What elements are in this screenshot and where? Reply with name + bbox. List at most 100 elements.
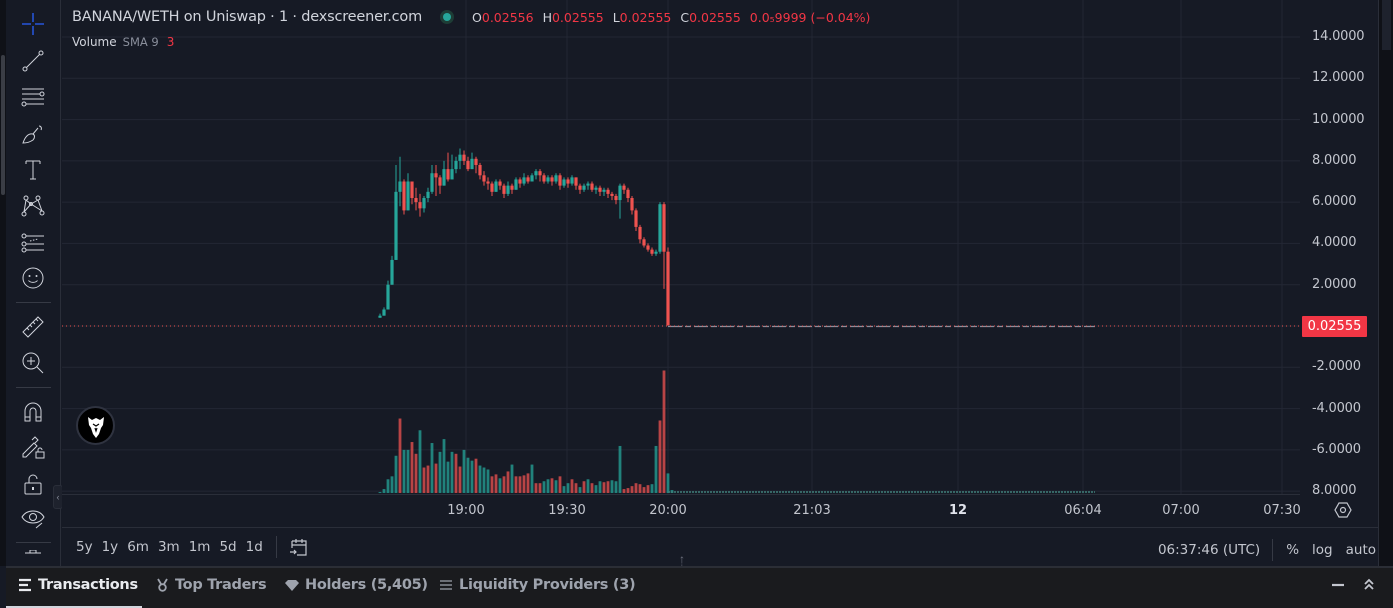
price-chart[interactable] xyxy=(62,0,1300,494)
candlestick-plot[interactable] xyxy=(62,0,1300,494)
chart-settings-button[interactable] xyxy=(1333,500,1353,520)
time-axis-label: 21:03 xyxy=(793,503,831,518)
trash-icon xyxy=(25,550,41,554)
zoom-in-tool[interactable] xyxy=(18,348,48,378)
price-axis-label: -6.0000 xyxy=(1312,441,1361,457)
tab-label: Transactions xyxy=(38,577,138,593)
tab-label: Holders (5,405) xyxy=(305,577,428,593)
diamond-icon xyxy=(285,580,299,591)
eagle-icon xyxy=(87,416,104,438)
brush-tool[interactable] xyxy=(18,119,48,149)
emoji-tool[interactable] xyxy=(18,263,48,293)
time-axis[interactable]: 19:00 19:30 20:00 21:03 12 06:04 07:00 07:30 xyxy=(62,494,1301,526)
price-axis-label: 2.0000 xyxy=(1312,276,1357,292)
market-status-dot-icon xyxy=(440,10,455,24)
divider xyxy=(1272,539,1274,561)
chart-legend: BANANA/WETH on Uniswap · 1 · dexscreener… xyxy=(72,9,870,25)
time-range-selector: 5y 1y 6m 3m 1m 5d 1d xyxy=(76,539,263,555)
price-axis-label: 8.0000 xyxy=(1312,483,1357,499)
hide-drawings-tool[interactable] xyxy=(18,503,48,533)
go-to-date-button[interactable] xyxy=(288,536,310,558)
price-axis-label: 12.0000 xyxy=(1312,70,1365,86)
pattern-icon xyxy=(21,195,45,217)
fib-retracement-tool[interactable] xyxy=(18,82,48,112)
lock-drawing-tool[interactable] xyxy=(18,433,48,463)
price-axis-label: -4.0000 xyxy=(1312,400,1361,416)
minus-icon xyxy=(1332,583,1344,587)
text-tool[interactable] xyxy=(18,155,48,185)
double-chevron-up-icon xyxy=(1364,578,1374,590)
gear-icon xyxy=(1334,502,1352,518)
change-value: 0.0₅9999 (−0.04%) xyxy=(749,9,871,25)
time-axis-label: 06:04 xyxy=(1064,503,1102,518)
high-value: H0.02555 xyxy=(542,9,604,25)
brush-icon xyxy=(22,125,42,144)
minimize-panel-button[interactable] xyxy=(1331,577,1345,591)
range-3m[interactable]: 3m xyxy=(157,539,180,555)
token-logo[interactable] xyxy=(76,406,115,445)
unlock-icon xyxy=(24,474,42,495)
eye-icon xyxy=(21,510,45,529)
price-axis-label: 8.0000 xyxy=(1312,152,1357,168)
time-axis-label: 20:00 xyxy=(649,503,687,518)
price-axis[interactable]: 0.02555 14.0000 12.0000 10.0000 8.0000 6.000… xyxy=(1300,0,1378,498)
drawing-toolbar xyxy=(6,0,61,566)
crosshair-tool[interactable] xyxy=(18,9,48,39)
volume-sma-label: SMA 9 xyxy=(122,35,159,49)
price-axis-label: 4.0000 xyxy=(1312,235,1357,251)
volume-label: Volume xyxy=(72,35,117,49)
time-axis-label: 12 xyxy=(948,503,968,518)
trend-line-icon xyxy=(22,50,44,72)
log-scale-toggle[interactable]: log xyxy=(1312,542,1333,558)
time-axis-label: 07:00 xyxy=(1162,503,1200,518)
range-5y[interactable]: 5y xyxy=(76,539,93,555)
text-icon xyxy=(25,160,41,180)
scrollbar-thumb xyxy=(1382,0,1391,50)
volume-legend[interactable]: Volume SMA 9 3 xyxy=(72,35,174,49)
range-5d[interactable]: 5d xyxy=(219,539,237,555)
range-1y[interactable]: 1y xyxy=(101,539,119,555)
scrollbar-thumb[interactable] xyxy=(1,55,5,195)
right-scrollbar[interactable] xyxy=(1378,0,1393,566)
tab-transactions[interactable]: Transactions xyxy=(18,577,138,593)
ruler-tool[interactable] xyxy=(18,312,48,342)
range-1m[interactable]: 1m xyxy=(188,539,211,555)
expand-panel-button[interactable] xyxy=(1363,577,1375,591)
percent-scale-toggle[interactable]: % xyxy=(1286,542,1300,558)
magnet-tool[interactable] xyxy=(18,397,48,427)
tab-label: Top Traders xyxy=(175,577,267,593)
pattern-tool[interactable] xyxy=(18,191,48,221)
toolbar-divider xyxy=(16,542,51,543)
time-axis-label: 07:30 xyxy=(1263,503,1301,518)
ruler-icon xyxy=(22,316,44,338)
price-axis-label: 10.0000 xyxy=(1312,111,1365,127)
range-1d[interactable]: 1d xyxy=(245,539,263,555)
tab-top-traders[interactable]: Top Traders xyxy=(156,577,267,593)
tab-label: Liquidity Providers (3) xyxy=(459,577,636,593)
prediction-tool[interactable] xyxy=(18,228,48,258)
trend-line-tool[interactable] xyxy=(18,46,48,76)
left-scrollbar[interactable] xyxy=(0,0,6,566)
ohlc-values: O0.02556 H0.02555 L0.02555 C0.02555 0.0₅… xyxy=(472,10,870,25)
close-value: C0.02555 xyxy=(680,9,741,25)
time-axis-label: 19:30 xyxy=(548,503,586,518)
range-6m[interactable]: 6m xyxy=(127,539,149,555)
layers-icon xyxy=(440,580,452,590)
price-axis-label: 6.0000 xyxy=(1312,194,1357,210)
list-icon xyxy=(19,578,31,592)
toolbar-divider xyxy=(16,302,51,303)
trash-tool[interactable] xyxy=(18,550,48,566)
chart-options: 06:37:46 (UTC) % log auto xyxy=(1158,539,1376,561)
open-value: O0.02556 xyxy=(472,9,534,25)
utc-clock[interactable]: 06:37:46 (UTC) xyxy=(1157,542,1261,558)
auto-scale-toggle[interactable]: auto xyxy=(1345,542,1376,558)
calendar-arrow-icon xyxy=(290,539,307,556)
tab-holders[interactable]: Holders (5,405) xyxy=(285,577,428,593)
medal-icon xyxy=(157,578,168,592)
panel-actions xyxy=(1331,577,1375,591)
lock-all-tool[interactable] xyxy=(18,469,48,499)
chart-bottom-bar: 5y 1y 6m 3m 1m 5d 1d 06:37:46 (UTC) % lo… xyxy=(62,527,1378,565)
toolbar-divider xyxy=(16,387,51,388)
tab-liquidity-providers[interactable]: Liquidity Providers (3) xyxy=(439,577,636,593)
